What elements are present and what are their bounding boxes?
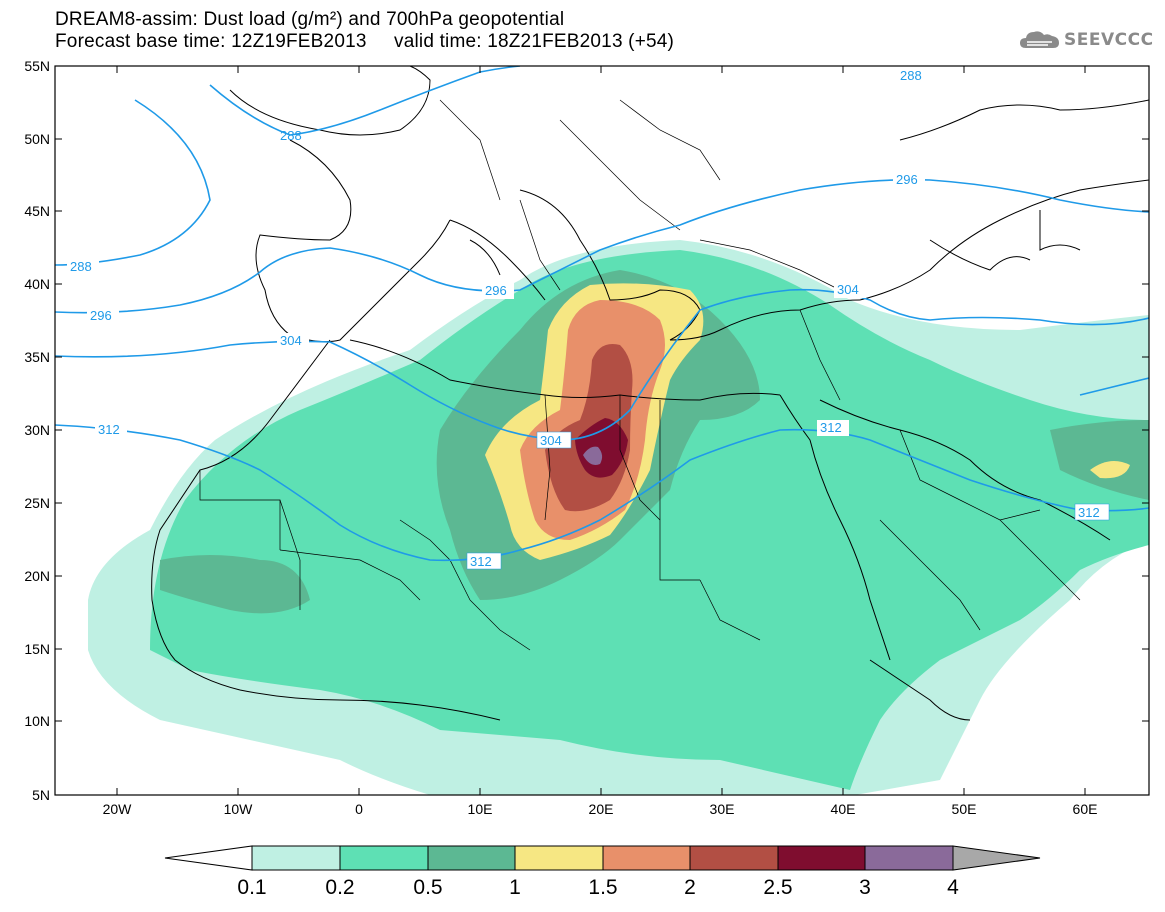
lon-label-20e: 20E — [589, 801, 614, 817]
colorbar-swatch-1.5 — [602, 845, 691, 871]
colorbar-swatch-0.2 — [339, 845, 429, 871]
lon-label-20w: 20W — [103, 801, 133, 817]
colorbar-swatch-2 — [689, 845, 779, 871]
colorbar-right-arrow — [952, 845, 1041, 871]
lat-label-15n: 15N — [24, 641, 50, 657]
colorbar-label-4: 4 — [947, 876, 959, 899]
colorbar-legend: 0.1 0.2 0.5 1 1.5 2 2.5 3 4 — [164, 845, 1041, 899]
dust-level-1b — [1090, 461, 1130, 479]
longitude-axis: 20W 10W 0 10E 20E 30E 40E 50E 60E — [103, 66, 1098, 817]
contour-label-304-libya: 304 — [540, 433, 562, 448]
contour-label-296-east: 296 — [896, 172, 918, 187]
contour-label-312-east: 312 — [1078, 505, 1100, 520]
lon-label-10e: 10E — [468, 801, 493, 817]
lon-label-10w: 10W — [224, 801, 254, 817]
colorbar-left-arrow — [164, 845, 253, 871]
lon-label-0: 0 — [355, 801, 363, 817]
chart-subtitle: Forecast base time: 12Z19FEB2013 valid t… — [55, 31, 675, 52]
colorbar-swatch-3 — [864, 845, 954, 871]
lat-label-45n: 45N — [24, 203, 50, 219]
dust-level-2.5 — [575, 418, 628, 478]
latitude-axis: 55N 50N 45N 40N 35N 30N 25N 20N 15N 10N … — [24, 58, 1149, 803]
dust-level-3 — [583, 446, 603, 465]
colorbar-label-1: 1 — [509, 876, 521, 899]
chart-title: DREAM8-assim: Dust load (g/m²) and 700hP… — [55, 9, 565, 30]
map-plot-area: 288 288 288 296 296 296 304 304 304 312 … — [55, 66, 1149, 795]
contour-label-288-top: 288 — [900, 68, 922, 83]
lon-label-40e: 40E — [831, 801, 856, 817]
dust-level-0.5c — [1050, 420, 1149, 500]
contour-label-296-med: 296 — [485, 283, 507, 298]
contour-312-east — [1079, 377, 1149, 396]
lat-label-35n: 35N — [24, 349, 50, 365]
lat-label-5n: 5N — [32, 787, 50, 803]
contour-label-304-west: 304 — [280, 333, 302, 348]
dust-level-0.2 — [150, 250, 1149, 790]
colorbar-label-3: 3 — [859, 876, 871, 899]
lon-label-50e: 50E — [952, 801, 977, 817]
lat-label-40n: 40N — [24, 276, 50, 292]
dust-shading — [88, 240, 1149, 795]
contour-label-296-west: 296 — [90, 308, 112, 323]
contour-label-288-west: 288 — [70, 259, 92, 274]
logo-text: SEEVCCC — [1064, 30, 1154, 50]
lat-label-50n: 50N — [24, 131, 50, 147]
contour-label-288-europe: 288 — [280, 128, 302, 143]
contour-label-312-sahara: 312 — [470, 554, 492, 569]
cloud-icon — [1020, 31, 1059, 48]
colorbar-label-1.5: 1.5 — [588, 876, 617, 899]
contour-288-north — [209, 66, 521, 136]
lat-label-30n: 30N — [24, 422, 50, 438]
colorbar-swatch-0.1 — [251, 845, 341, 871]
seevccc-logo: SEEVCCC — [1018, 27, 1154, 53]
contour-296-west — [55, 178, 1149, 314]
coastlines — [151, 66, 1149, 721]
contour-label-312-west: 312 — [98, 422, 120, 437]
contour-label-group: 288 288 288 296 296 296 304 304 304 312 … — [67, 68, 1110, 570]
contour-312 — [55, 424, 1149, 562]
lon-label-30e: 30E — [710, 801, 735, 817]
colorbar-label-0.5: 0.5 — [413, 876, 442, 899]
lon-label-60e: 60E — [1073, 801, 1098, 817]
colorbar-label-0.1: 0.1 — [237, 876, 266, 899]
colorbar-label-2: 2 — [684, 876, 696, 899]
borders — [199, 99, 1081, 651]
colorbar-swatch-1 — [514, 845, 604, 871]
lat-label-10n: 10N — [24, 713, 50, 729]
colorbar-swatch-2.5 — [777, 845, 866, 871]
lat-label-25n: 25N — [24, 495, 50, 511]
lat-label-55n: 55N — [24, 58, 50, 74]
colorbar-swatch-0.5 — [427, 845, 516, 871]
dust-level-0.5b — [160, 555, 310, 614]
contour-label-304-east: 304 — [837, 282, 859, 297]
colorbar-label-2.5: 2.5 — [763, 876, 792, 899]
contour-label-312-arabia: 312 — [820, 420, 842, 435]
colorbar-label-0.2: 0.2 — [325, 876, 354, 899]
lat-label-20n: 20N — [24, 568, 50, 584]
